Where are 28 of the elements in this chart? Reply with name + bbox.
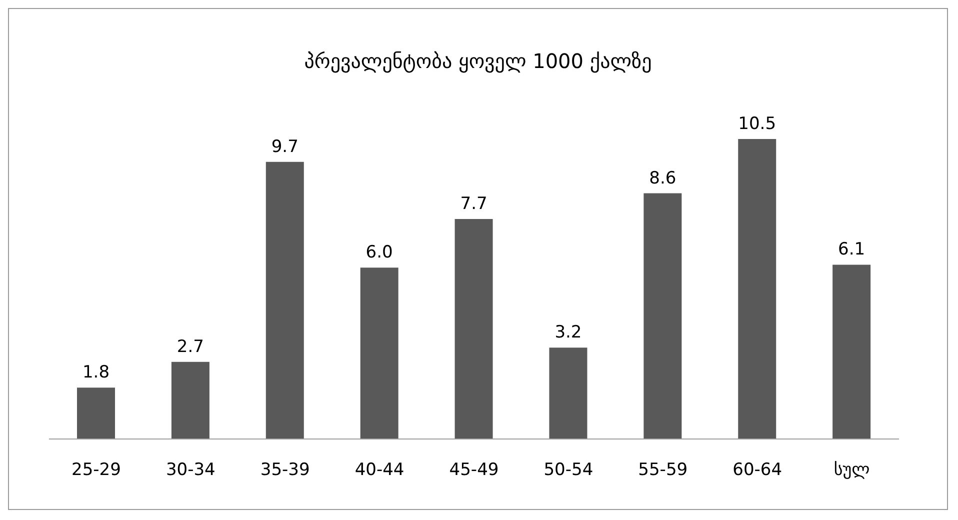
bar [549,348,588,439]
x-tick-label: სულ [834,460,870,480]
data-label: 7.7 [460,194,488,214]
bar [644,193,682,439]
data-label: 8.6 [649,168,676,188]
x-tick-label: 50-54 [544,460,594,480]
x-tick-label: 25-29 [72,460,121,480]
bar [171,362,210,439]
x-tick-label: 40-44 [354,460,404,480]
bar [832,264,871,439]
data-label: 3.2 [554,322,582,343]
data-label: 10.5 [738,114,776,134]
x-tick-label: 55-59 [638,460,688,480]
x-tick-label: 35-39 [260,460,310,480]
data-label: 6.1 [838,240,866,260]
bar [77,388,115,439]
bar [266,162,304,439]
data-label: 6.0 [366,242,393,263]
bar [454,219,493,439]
x-tick-label: 45-49 [449,460,499,480]
bar [360,268,398,439]
data-label: 2.7 [176,336,204,357]
data-label: 9.7 [271,136,298,157]
bar [738,139,776,439]
chart-title: პრევალენტობა ყოველ 1000 ქალზე [303,48,653,75]
x-tick-label: 60-64 [732,460,782,480]
x-tick-label: 30-34 [166,460,216,480]
data-label: 1.8 [82,362,110,383]
